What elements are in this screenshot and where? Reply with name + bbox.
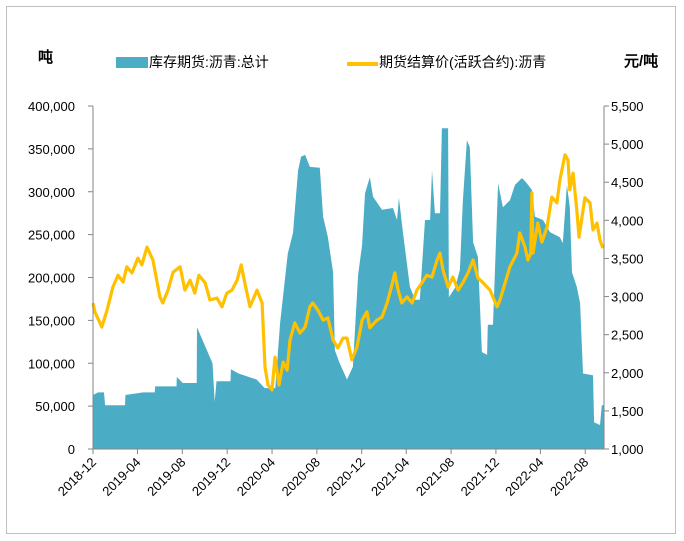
- left-tick-label: 400,000: [28, 99, 75, 114]
- right-tick-label: 4,000: [611, 213, 644, 228]
- left-tick-label: 250,000: [28, 228, 75, 243]
- legend-label-price: 期货结算价(活跃合约):沥青: [379, 54, 546, 70]
- right-axis-unit: 元/吨: [624, 52, 658, 70]
- x-tick-label: 2018-12: [55, 455, 99, 499]
- right-tick-label: 1,500: [611, 404, 644, 419]
- right-tick-label: 5,500: [611, 99, 644, 114]
- x-tick-label: 2020-12: [324, 455, 368, 499]
- right-tick-label: 2,500: [611, 328, 644, 343]
- inventory-area: [93, 128, 604, 450]
- legend-swatch-inventory: [116, 57, 148, 68]
- left-tick-label: 0: [68, 442, 75, 457]
- x-tick-label: 2021-08: [413, 455, 457, 499]
- left-tick-label: 150,000: [28, 313, 75, 328]
- x-tick-label: 2019-04: [99, 455, 143, 499]
- right-tick-label: 1,000: [611, 442, 644, 457]
- x-tick-label: 2020-08: [279, 455, 323, 499]
- right-tick-label: 2,000: [611, 366, 644, 381]
- left-tick-label: 350,000: [28, 142, 75, 157]
- x-tick-label: 2021-12: [458, 455, 502, 499]
- chart-frame: [6, 6, 676, 534]
- price-line: [91, 153, 605, 392]
- left-axis-unit: 吨: [38, 48, 53, 66]
- right-tick-label: 3,000: [611, 290, 644, 305]
- right-tick-label: 4,500: [611, 175, 644, 190]
- right-tick-label: 5,000: [611, 137, 644, 152]
- left-tick-label: 50,000: [35, 399, 75, 414]
- x-tick-label: 2022-08: [547, 455, 591, 499]
- right-tick-label: 3,500: [611, 251, 644, 266]
- x-tick-label: 2020-04: [234, 455, 278, 499]
- legend: 库存期货:沥青:总计 期货结算价(活跃合约):沥青: [116, 54, 546, 70]
- left-tick-label: 100,000: [28, 356, 75, 371]
- x-tick-label: 2019-12: [189, 455, 233, 499]
- left-tick-label: 300,000: [28, 185, 75, 200]
- left-tick-label: 200,000: [28, 271, 75, 286]
- x-tick-label: 2019-08: [144, 455, 188, 499]
- x-tick-label: 2022-04: [502, 455, 546, 499]
- legend-label-inventory: 库存期货:沥青:总计: [149, 54, 269, 70]
- x-tick-label: 2021-04: [368, 455, 412, 499]
